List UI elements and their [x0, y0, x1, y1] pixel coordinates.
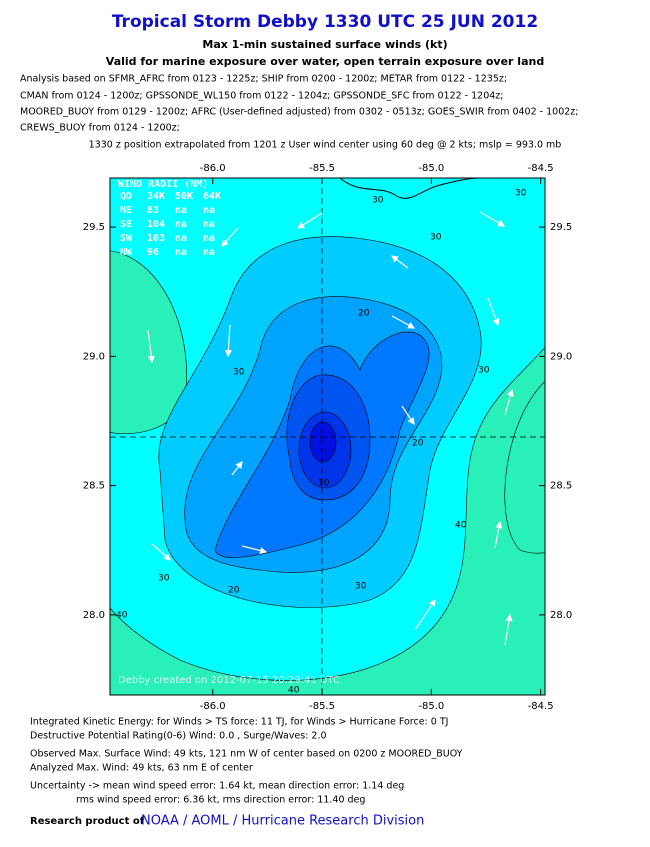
contour-label: 10 — [318, 479, 330, 489]
contour-label: 30 — [430, 233, 442, 243]
wind-radii: QD 34K 50K 64K NE 83 na na SE 104 na na SW 103 na na NW 9… — [120, 191, 221, 258]
contour-label: 20 — [412, 439, 424, 449]
radii-cell: SW — [120, 233, 133, 244]
analysis-line: CMAN from 0124 - 1200z; GPSSONDE_WL150 f… — [20, 91, 504, 102]
subtitle: Valid for marine exposure over water, op… — [106, 55, 544, 68]
watermark: Debby created on 2012-07-15 20:29:41 UTC — [118, 675, 340, 686]
footer-line: Integrated Kinetic Energy: for Winds > T… — [30, 717, 448, 728]
radii-cell: na — [175, 233, 187, 244]
footer-line: Uncertainty -> mean wind speed error: 1.… — [30, 781, 404, 792]
y-tick-label: 28.0 — [550, 610, 572, 621]
footer-line: Analyzed Max. Wind: 49 kts, 63 nm E of c… — [30, 763, 253, 774]
subtitle: Max 1-min sustained surface winds (kt) — [202, 38, 447, 51]
title: Tropical Storm Debby 1330 UTC 25 JUN 201… — [112, 12, 538, 32]
radii-cell: na — [203, 247, 215, 258]
x-tick-label: -85.5 — [309, 163, 335, 174]
research-label: Research product of — [30, 816, 145, 827]
radii-cell: na — [203, 205, 215, 216]
footer-line: Destructive Potential Rating(0-6) Wind: … — [30, 731, 327, 742]
radii-cell: 104 — [147, 219, 165, 230]
x-tick-label: -84.5 — [528, 163, 554, 174]
map-frame — [109, 177, 546, 696]
position-note: 1330 z position extrapolated from 1201 z… — [89, 140, 562, 151]
radii-title: WIND RADII (NM) — [118, 179, 208, 190]
contour-label: 30 — [478, 366, 490, 376]
contour-label: 20 — [228, 586, 240, 596]
contour-label: 40 — [116, 611, 128, 621]
contour-band — [504, 381, 545, 554]
radii-cell: 64K — [203, 191, 221, 202]
radii-cell: SE — [120, 219, 132, 230]
y-tick-label: 29.5 — [550, 222, 572, 233]
x-tick-label: -85.0 — [418, 701, 444, 712]
analysis-line: Analysis based on SFMR_AFRC from 0123 - … — [20, 74, 507, 85]
y-tick-label: 28.0 — [83, 610, 105, 621]
contour-label: 30 — [355, 582, 367, 592]
radii-cell: 96 — [147, 247, 159, 258]
wind-arrows — [147, 211, 514, 646]
x-tick-label: -86.0 — [200, 163, 226, 174]
map: 30 20 30 30 30 20 30 20 10 30 40 40 40 3… — [110, 178, 545, 696]
radii-cell: na — [203, 233, 215, 244]
contour-label: 30 — [372, 196, 384, 206]
radii-cell: na — [175, 247, 187, 258]
y-tick-label: 28.5 — [83, 481, 105, 492]
footer-line: rms wind speed error: 6.36 kt, rms direc… — [76, 795, 365, 806]
contour-label: 20 — [358, 309, 370, 319]
x-tick-label: -85.0 — [418, 163, 444, 174]
x-tick-label: -85.5 — [309, 701, 335, 712]
radii-cell: 34K — [147, 191, 165, 202]
footer-line: Observed Max. Surface Wind: 49 kts, 121 … — [30, 749, 463, 760]
radii-cell: 83 — [147, 205, 159, 216]
radii-cell: NE — [120, 205, 132, 216]
x-tick-label: -86.0 — [200, 701, 226, 712]
radii-cell: 103 — [147, 233, 165, 244]
contour-label: 30 — [233, 368, 245, 378]
radii-cell: na — [175, 205, 187, 216]
contour-label: 30 — [158, 574, 170, 584]
analysis-line: MOORED_BUOY from 0129 - 1200z; AFRC (Use… — [20, 107, 578, 118]
coastline — [339, 178, 481, 199]
axis-ticks: -86.0 -86.0 -85.5 -85.5 -85.0 -85.0 -84.5 -84.5… — [83, 163, 573, 712]
contour-label: 40 — [455, 521, 467, 531]
radii-cell: 50K — [175, 191, 193, 202]
contour-label: 40 — [288, 686, 300, 696]
radii-cell: na — [203, 219, 215, 230]
radii-cell: NW — [120, 247, 133, 258]
y-tick-label: 29.0 — [550, 351, 572, 362]
contour-label: 30 — [515, 189, 527, 199]
radii-cell: na — [175, 219, 187, 230]
analysis-line: CREWS_BUOY from 0124 - 1200z; — [20, 123, 180, 134]
radii-cell: QD — [120, 191, 132, 202]
y-tick-label: 28.5 — [550, 481, 572, 492]
y-tick-label: 29.5 — [83, 222, 105, 233]
research-org: NOAA / AOML / Hurricane Research Divisio… — [141, 814, 424, 829]
y-tick-label: 29.0 — [83, 351, 105, 362]
contour-band — [309, 421, 337, 463]
x-tick-label: -84.5 — [528, 701, 554, 712]
